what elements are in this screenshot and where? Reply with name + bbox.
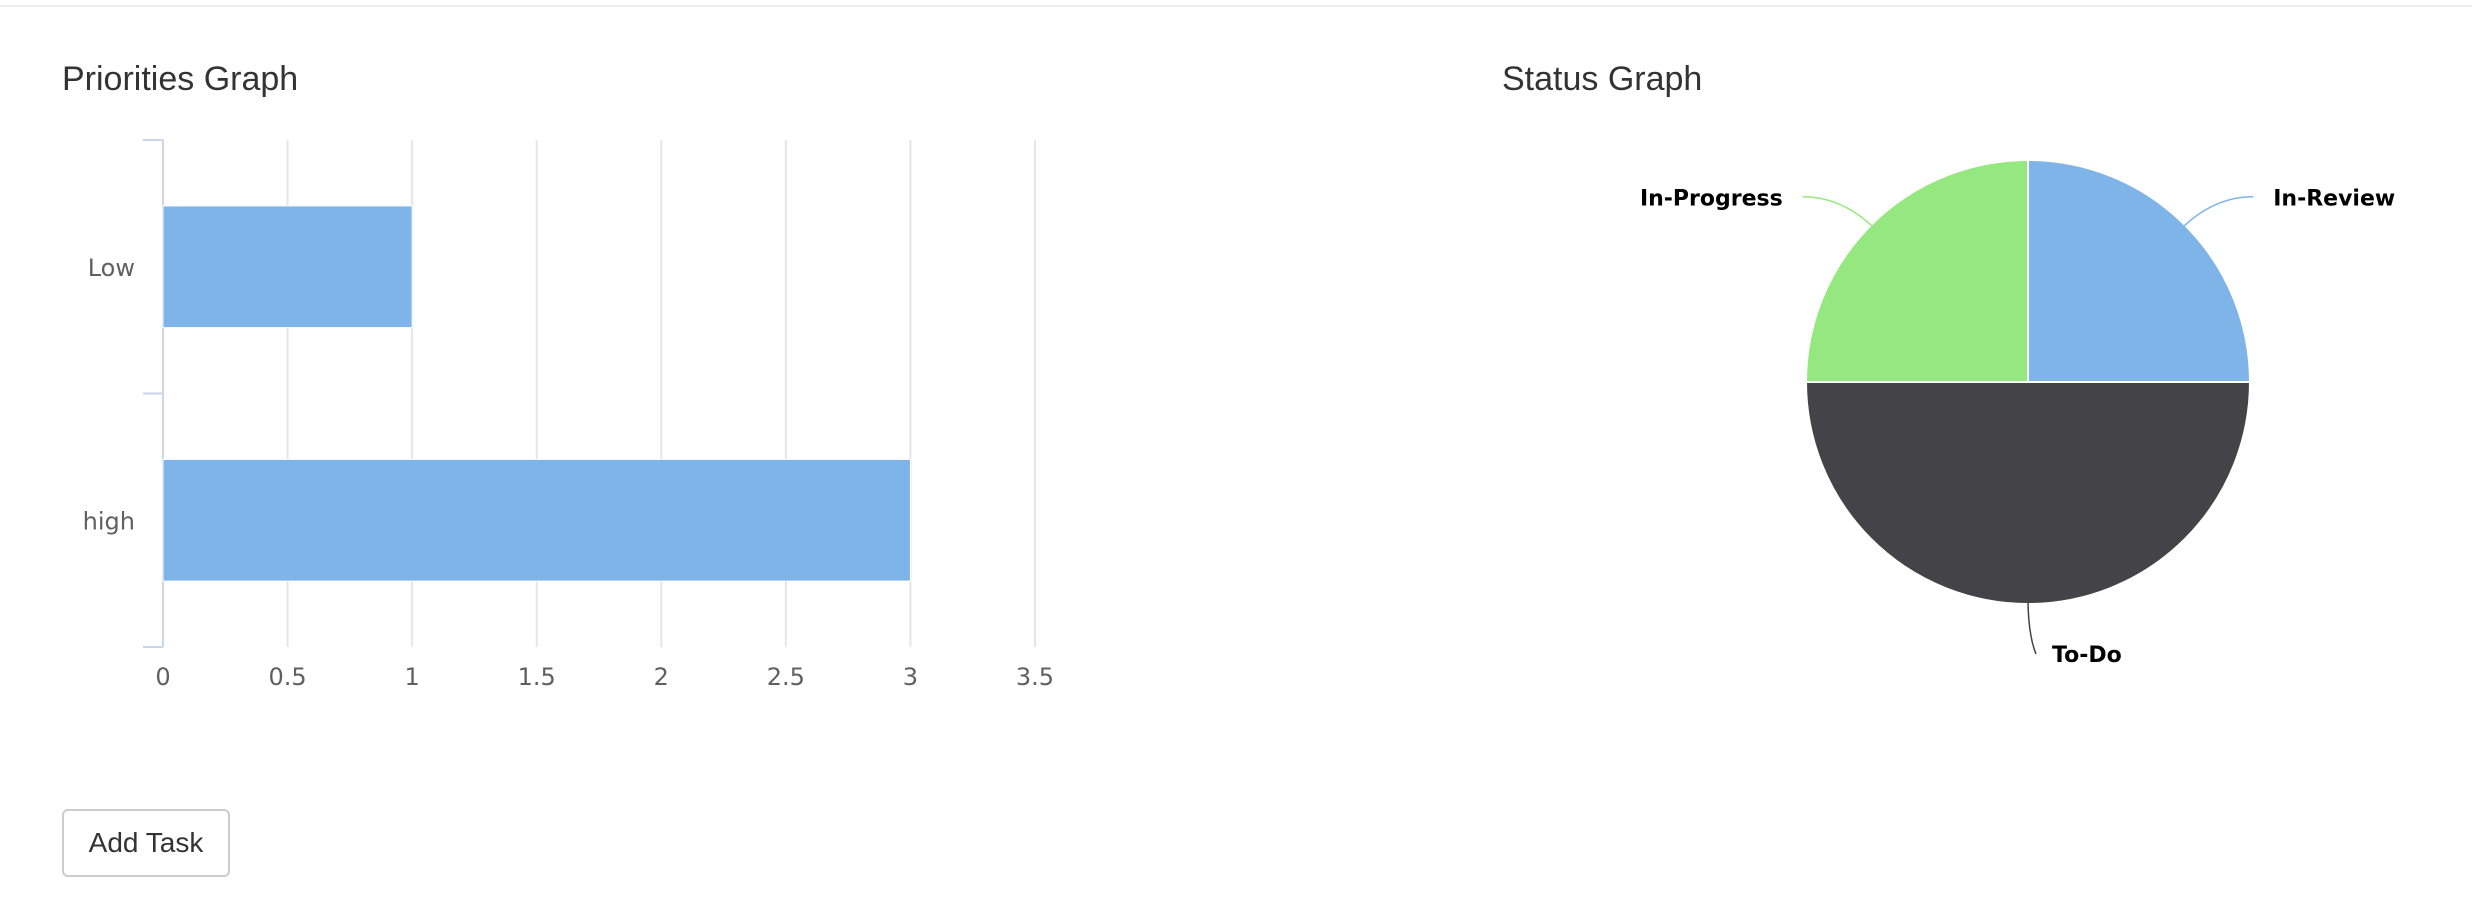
priorities-graph-title: Priorities Graph [62,60,299,98]
bar-low [162,205,413,329]
slice-label: To-Do [2052,643,2122,668]
x-tick-label: 3 [903,663,918,691]
x-tick-label: 0.5 [268,663,306,691]
add-task-button[interactable]: Add Task [62,809,230,877]
x-tick-label: 0 [155,663,170,691]
slice-label: In-Review [2273,187,2395,212]
slice-label: In-Progress [1640,187,1783,212]
x-tick-label: 2 [654,663,669,691]
slice-connector [1802,195,1876,230]
slice-to-do [1804,381,2252,605]
slice-in-progress [1804,158,2029,383]
status-pie-chart: In-Review To-Do In-Progress [1640,158,2395,668]
x-tick-label: 1 [405,663,420,691]
x-tick-label: 3.5 [1016,663,1054,691]
slice-connector [2027,597,2037,655]
priorities-bar-chart: 0 0.5 1 1.5 2 2.5 3 3.5 Low high [83,139,1054,691]
category-label: Low [88,254,135,282]
top-divider [0,5,2472,7]
slice-in-review [2027,158,2252,383]
status-graph-title: Status Graph [1502,60,1703,98]
x-tick-label: 1.5 [518,663,556,691]
category-label: high [83,507,135,535]
slice-connector [2180,195,2254,230]
bar-high [162,458,911,582]
x-tick-label: 2.5 [767,663,805,691]
